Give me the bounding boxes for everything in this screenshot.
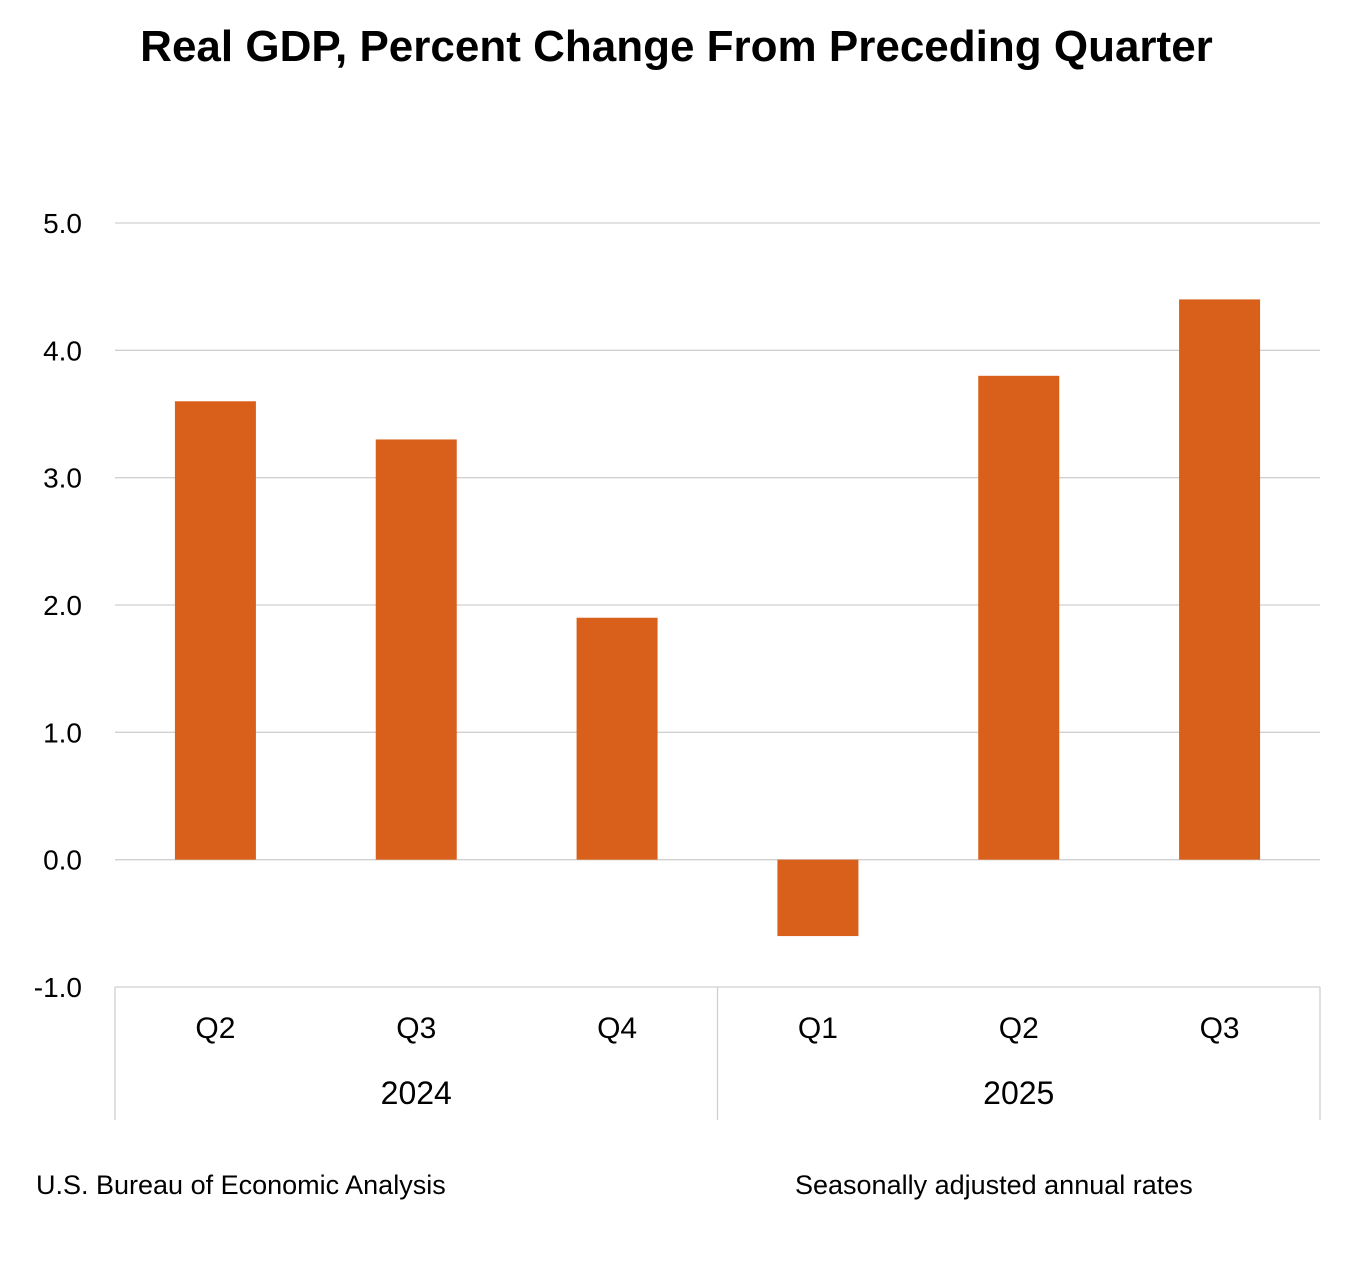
x-tick-label: Q3 bbox=[1200, 1012, 1240, 1045]
bar-2024-Q3 bbox=[375, 439, 457, 860]
y-tick-label: 5.0 bbox=[43, 208, 82, 239]
source-note: U.S. Bureau of Economic Analysis bbox=[36, 1170, 446, 1200]
chart-title: Real GDP, Percent Change From Preceding … bbox=[140, 22, 1213, 71]
bar-2025-Q2 bbox=[978, 375, 1060, 860]
bar-2025-Q1 bbox=[777, 859, 859, 937]
bar-2024-Q2 bbox=[174, 401, 256, 860]
y-tick-label: 1.0 bbox=[43, 717, 82, 748]
y-tick-label: 3.0 bbox=[43, 463, 82, 494]
y-tick-label: 0.0 bbox=[43, 845, 82, 876]
x-tick-label: Q2 bbox=[999, 1012, 1039, 1045]
rate-note: Seasonally adjusted annual rates bbox=[795, 1170, 1193, 1200]
y-tick-label: -1.0 bbox=[34, 972, 82, 1003]
year-label: 2025 bbox=[983, 1075, 1054, 1111]
y-tick-label: 2.0 bbox=[43, 590, 82, 621]
x-tick-label: Q4 bbox=[597, 1012, 637, 1045]
year-label: 2024 bbox=[381, 1075, 452, 1111]
bar-2024-Q4 bbox=[576, 617, 658, 860]
bar-2025-Q3 bbox=[1179, 299, 1261, 860]
x-tick-label: Q2 bbox=[195, 1012, 235, 1045]
x-tick-label: Q3 bbox=[396, 1012, 436, 1045]
x-tick-label: Q1 bbox=[798, 1012, 838, 1045]
y-tick-label: 4.0 bbox=[43, 335, 82, 366]
